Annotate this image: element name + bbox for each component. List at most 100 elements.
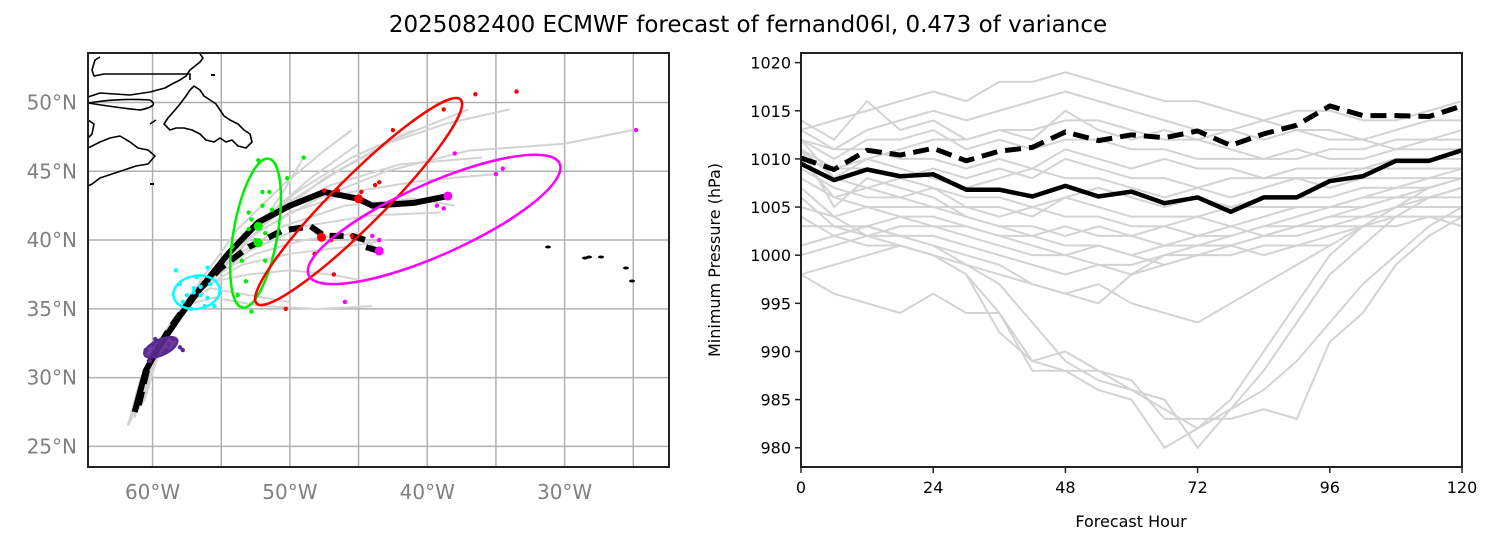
ensemble-position-point — [205, 265, 210, 270]
ensemble-position-point — [161, 350, 166, 356]
x-tick-label: 48 — [1055, 478, 1075, 497]
ensemble-position-point — [256, 158, 261, 163]
map-gridlines — [88, 53, 669, 467]
map-x-tick-label: 40°W — [400, 480, 455, 504]
y-tick-label: 1005 — [750, 198, 791, 217]
ensemble-position-point — [441, 107, 446, 112]
time-clusters — [143, 89, 639, 364]
uncertainty-ellipse — [306, 153, 562, 286]
ensemble-position-point — [180, 299, 185, 305]
island — [211, 74, 215, 76]
ensemble-pressure-line — [801, 215, 1462, 421]
ensemble-pressure-line — [801, 148, 1462, 209]
ensemble-position-point — [230, 244, 235, 250]
island — [205, 47, 209, 49]
ensemble-position-point — [514, 89, 519, 94]
ensemble-pressure-line — [801, 128, 1462, 161]
ensemble-position-point — [260, 189, 265, 195]
ensemble-pressure-line — [801, 196, 1462, 266]
pressure-x-ticks: 0 24 48 72 96 120 — [796, 467, 1477, 497]
ensemble-position-point — [249, 217, 254, 222]
ensemble-position-point — [180, 347, 185, 353]
coastline — [91, 56, 191, 80]
ensemble-pressure-line — [801, 129, 1462, 180]
y-tick-label: 1010 — [750, 150, 791, 169]
ensemble-position-point — [191, 290, 196, 295]
ensemble-pressure-line — [801, 90, 1462, 151]
x-tick-label: 120 — [1447, 478, 1478, 497]
ensemble-position-point — [283, 306, 288, 312]
ensemble-position-point — [173, 268, 179, 273]
map-y-tick-label: 40°N — [27, 228, 77, 252]
x-axis-label: Forecast Hour — [1075, 512, 1187, 531]
pressure-y-ticks: 980 985 990 995 1000 1005 1010 1015 1020 — [750, 54, 801, 458]
coastline — [149, 119, 157, 125]
ensemble-position-point — [441, 206, 446, 211]
map-background — [88, 53, 669, 467]
figure-title: 2025082400 ECMWF forecast of fernand06l,… — [388, 12, 1108, 38]
map-y-tick-label: 50°N — [27, 91, 77, 115]
ensemble-position-point — [164, 347, 169, 353]
ensemble-position-point — [188, 306, 194, 312]
ensemble-position-point — [150, 342, 155, 347]
y-tick-label: 980 — [760, 439, 791, 458]
uncertainty-ellipse — [228, 157, 283, 309]
x-tick-label: 24 — [923, 478, 943, 497]
ensemble-position-point — [267, 189, 272, 195]
ensemble-position-point — [246, 210, 251, 215]
y-tick-label: 995 — [760, 294, 791, 313]
y-tick-label: 1000 — [750, 246, 791, 265]
x-tick-label: 0 — [796, 478, 806, 497]
y-tick-label: 1020 — [750, 54, 791, 73]
ensemble-position-point — [493, 171, 499, 177]
ensemble-position-point — [260, 203, 265, 208]
ensemble-pressure-line — [801, 167, 1462, 228]
ensemble-position-point — [166, 342, 172, 347]
ensemble-position-point — [331, 272, 337, 277]
island — [150, 183, 154, 185]
ensemble-pressure-line — [801, 71, 1462, 141]
ensemble-position-point — [198, 292, 203, 298]
ensemble-position-point — [376, 180, 382, 185]
y-tick-label: 1015 — [750, 102, 791, 121]
ensemble-position-point — [335, 188, 341, 193]
ensemble-position-point — [390, 127, 396, 133]
ensemble-position-point — [349, 233, 354, 239]
coastlines — [88, 47, 635, 283]
coastline — [88, 119, 95, 139]
map-x-tick-label: 50°W — [262, 480, 317, 504]
x-tick-label: 72 — [1187, 478, 1207, 497]
map-x-tick-label: 60°W — [125, 480, 180, 504]
ensemble-position-point — [500, 166, 506, 171]
ensemble-position-point — [194, 274, 199, 280]
ensemble-position-point — [212, 303, 217, 309]
ensemble-position-point — [198, 284, 203, 290]
uncertainty-ellipse — [253, 96, 464, 307]
coastline — [163, 85, 253, 149]
ensemble-position-point — [243, 279, 249, 284]
ensemble-position-point — [262, 230, 268, 236]
ensemble-position-point — [235, 292, 240, 298]
mean-pressure-line — [801, 148, 1462, 215]
ensemble-position-point — [153, 336, 158, 342]
ensemble-position-point — [143, 347, 148, 353]
azores-island — [545, 245, 551, 249]
y-tick-label: 990 — [760, 342, 791, 361]
ensemble-position-point — [205, 295, 210, 301]
ensemble-position-point — [239, 258, 245, 263]
deterministic-pressure-line — [801, 103, 1462, 172]
map-y-tick-label: 30°N — [27, 366, 77, 390]
ensemble-pressure-line — [801, 99, 1462, 141]
ensemble-position-point — [191, 285, 196, 291]
ensemble-position-point — [177, 281, 183, 287]
azores-island — [623, 266, 629, 270]
ensemble-position-point — [202, 303, 207, 309]
ensemble-position-point — [269, 207, 275, 212]
ensemble-position-point — [359, 189, 364, 195]
ensemble-pressure-line — [801, 138, 1462, 199]
track-position-marker — [316, 232, 326, 242]
ensemble-pressure-line — [801, 177, 1462, 247]
azores-island — [598, 255, 604, 259]
ensemble-position-point — [434, 203, 440, 208]
ensemble-position-point — [249, 309, 254, 314]
